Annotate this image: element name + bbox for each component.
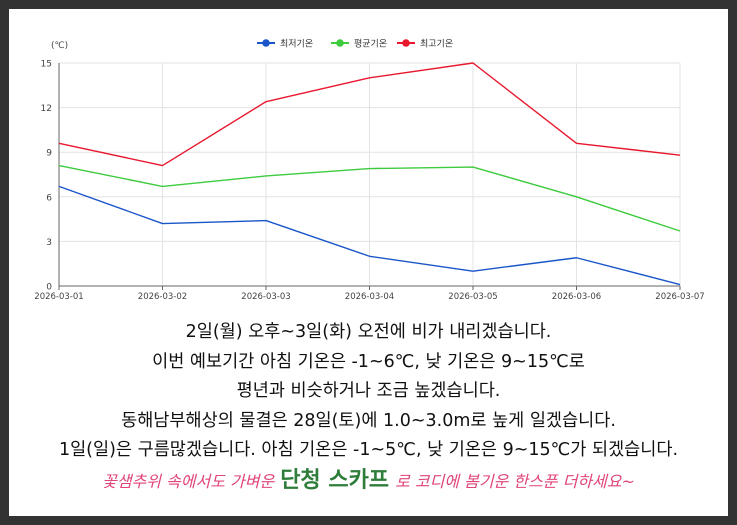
promo-message: 꽃샘추위 속에서도 가벼운 단청 스카프 로 코디에 봄기운 한스푼 더하세요~: [9, 466, 728, 497]
y-tick-label: 0: [46, 283, 52, 293]
promo-text-before: 꽃샘추위 속에서도 가벼운: [102, 472, 275, 491]
forecast-line: 평년과 비슷하거나 조금 높겠습니다.: [236, 381, 501, 401]
chart-svg: 0 3 6 9 12 15 2026-03-01 2026-03-02 2026-03-03 20…: [34, 39, 704, 303]
chart-gridlines: [58, 62, 681, 287]
series-line: [58, 185, 681, 286]
x-tick-label: 2026-03-03: [241, 292, 290, 302]
legend-label: 최저기온: [280, 39, 313, 50]
x-tick-label: 2026-03-05: [448, 292, 497, 302]
forecast-line: 이번 예보기간 아침 기온은 -1~6℃, 낮 기온은 9~15℃로: [152, 351, 585, 372]
y-tick-label: 6: [46, 193, 52, 203]
forecast-line: 동해남부해상의 물결은 28일(토)에 1.0~3.0m로 높게 일겠습니다.: [121, 410, 616, 431]
legend-swatch-dot: [262, 39, 270, 47]
legend-swatch-dot: [336, 39, 344, 47]
series-line: [58, 62, 681, 167]
y-tick-label: 12: [41, 104, 52, 114]
x-tick-label: 2026-03-07: [655, 292, 704, 302]
legend-label: 평균기온: [354, 39, 387, 50]
forecast-notes: 2일(월) 오후~3일(화) 오전에 비가 내리겠습니다. 이번 예보기간 아침…: [9, 318, 728, 466]
forecast-line: 1일(일)은 구름많겠습니다. 아침 기온은 -1~5℃, 낮 기온은 9~15…: [58, 440, 679, 460]
chart-axes: 0 3 6 9 12 15 2026-03-01 2026-03-02 2026-03-03 20…: [34, 41, 704, 302]
x-tick-label: 2026-03-04: [345, 292, 394, 302]
x-tick-label: 2026-03-02: [138, 292, 187, 302]
legend-label: 최고기온: [420, 39, 453, 50]
promo-emphasis: 단청 스카프: [280, 468, 390, 493]
temperature-chart: 0 3 6 9 12 15 2026-03-01 2026-03-02 2026-03-03 20…: [34, 39, 704, 303]
promo-text-after: 로 코디에 봄기운 한스푼 더하세요~: [395, 472, 635, 491]
forecast-line: 2일(월) 오후~3일(화) 오전에 비가 내리겠습니다.: [185, 322, 552, 342]
legend-swatch-dot: [402, 39, 410, 47]
chart-series: [58, 62, 681, 286]
y-axis-label: (℃): [51, 41, 68, 51]
x-tick-label: 2026-03-06: [552, 292, 601, 302]
x-tick-label: 2026-03-01: [34, 292, 83, 302]
series-line: [58, 164, 681, 232]
y-tick-label: 9: [46, 149, 52, 159]
y-tick-label: 3: [46, 238, 52, 248]
chart-legend: 최저기온 평균기온 최고기온: [257, 39, 453, 50]
y-tick-label: 15: [41, 60, 52, 70]
